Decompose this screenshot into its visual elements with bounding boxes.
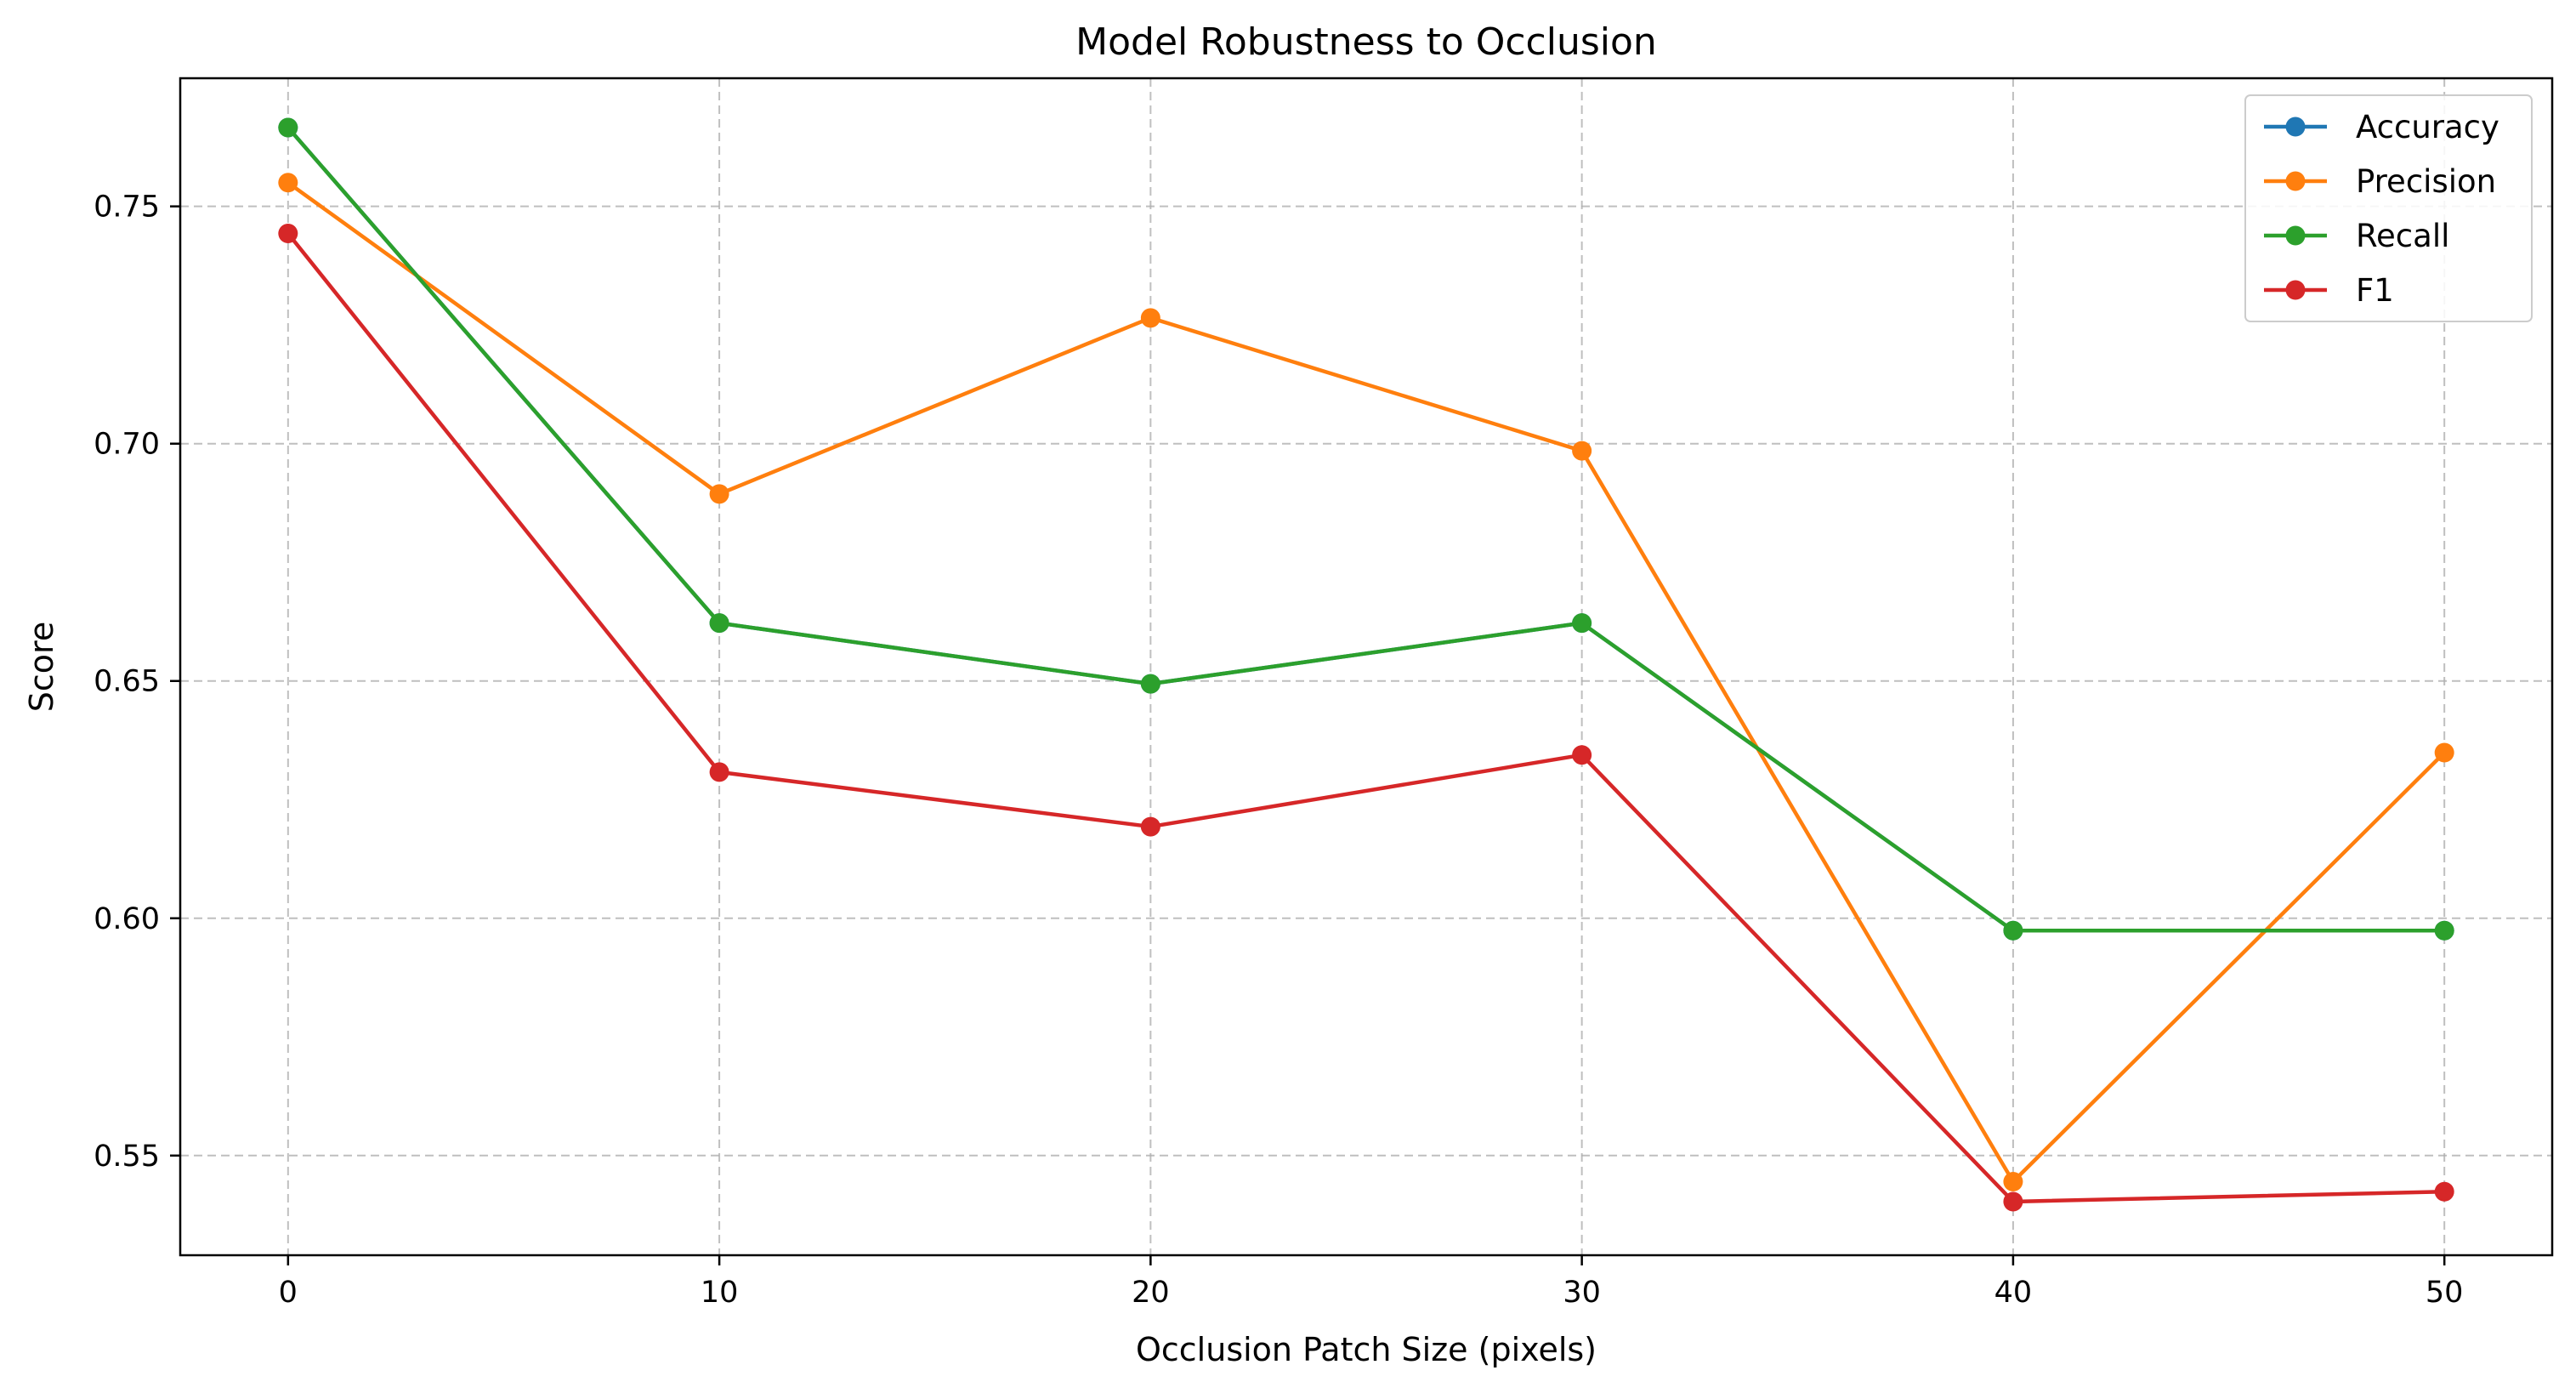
legend-label-f1: F1: [2356, 272, 2394, 309]
y-tick-label: 0.60: [94, 902, 160, 936]
x-tick-label: 40: [1994, 1276, 2033, 1310]
legend-item-f1: F1: [2264, 272, 2394, 309]
x-axis-label: Occlusion Patch Size (pixels): [1136, 1331, 1597, 1368]
legend-label-recall: Recall: [2356, 218, 2449, 254]
legend-item-precision: Precision: [2264, 163, 2496, 200]
data-point-recall: [1140, 674, 1160, 694]
x-tick-label: 20: [1132, 1276, 1170, 1310]
data-point-f1: [2434, 1181, 2454, 1202]
x-tick-label: 0: [279, 1276, 298, 1310]
legend-item-accuracy: Accuracy: [2264, 109, 2499, 145]
y-tick-label: 0.70: [94, 428, 160, 462]
data-point-recall: [709, 613, 729, 634]
data-point-precision: [2434, 742, 2454, 763]
data-point-precision: [1140, 308, 1160, 328]
legend-item-recall: Recall: [2264, 218, 2449, 254]
data-point-f1: [1140, 816, 1160, 837]
data-point-f1: [709, 762, 729, 782]
y-tick-label: 0.65: [94, 665, 160, 699]
legend-label-precision: Precision: [2356, 163, 2496, 200]
data-point-f1: [1572, 745, 1592, 765]
data-point-precision: [1572, 441, 1592, 461]
series-line-f1: [287, 232, 2445, 1204]
y-tick-label: 0.75: [94, 190, 160, 225]
series-precision: [278, 173, 2454, 1191]
x-tick-label: 10: [701, 1276, 739, 1310]
data-point-recall: [2003, 920, 2023, 941]
series-recall: [278, 117, 2454, 941]
data-point-precision: [278, 173, 298, 193]
data-point-recall: [278, 117, 298, 138]
legend-marker-precision: [2285, 171, 2306, 191]
legend: Accuracy Precision Recall F1: [2244, 94, 2533, 322]
series-line-precision: [287, 180, 2446, 1184]
data-point-f1: [278, 223, 298, 243]
series-layer: [278, 117, 2454, 1212]
legend-box: [2244, 94, 2533, 322]
ticks: 0 10 20 30 40 50 0.55 0.60 0.65 0.70 0.75: [94, 190, 2463, 1310]
legend-label-accuracy: Accuracy: [2356, 109, 2499, 145]
series-f1: [278, 223, 2454, 1212]
data-point-recall: [2434, 920, 2454, 941]
x-tick-label: 50: [2426, 1276, 2464, 1310]
data-point-recall: [1572, 613, 1592, 634]
data-point-precision: [709, 484, 729, 504]
data-point-f1: [2003, 1191, 2023, 1212]
y-axis-label: Score: [23, 622, 60, 712]
legend-marker-accuracy: [2285, 117, 2306, 137]
x-tick-label: 30: [1563, 1276, 1601, 1310]
y-tick-label: 0.55: [94, 1140, 160, 1174]
data-point-precision: [2003, 1172, 2023, 1191]
plot-frame: [179, 77, 2554, 1257]
legend-marker-f1: [2285, 280, 2306, 300]
legend-marker-recall: [2285, 225, 2306, 246]
chart-title: Model Robustness to Occlusion: [1075, 20, 1657, 64]
series-line-recall: [287, 126, 2445, 933]
